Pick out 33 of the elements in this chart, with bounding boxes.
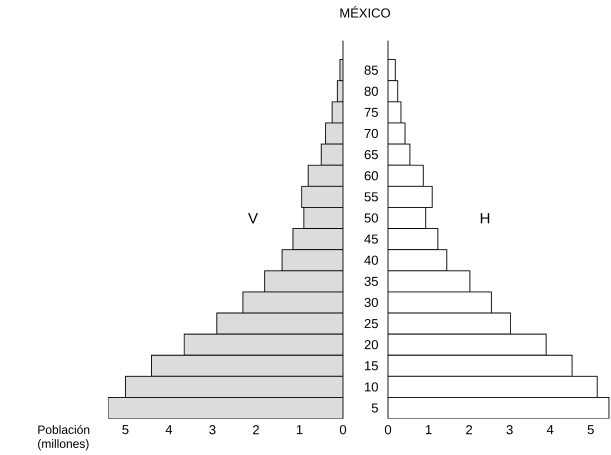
x-tick-label: 5 — [122, 425, 128, 434]
x-tick-label: 1 — [296, 425, 302, 434]
x-tick-label: 0 — [340, 425, 346, 434]
y-tick-label: 60 — [364, 171, 378, 181]
x-tick-label: 4 — [166, 425, 172, 434]
x-tick-label: 5 — [588, 425, 594, 434]
y-tick-label: 10 — [365, 382, 378, 392]
y-tick-label: 70 — [364, 129, 378, 138]
x-tick-label: 2 — [466, 425, 472, 434]
x-tick-label: 3 — [506, 425, 513, 434]
x-tick-label: 1 — [426, 425, 432, 434]
y-tick-label: 65 — [364, 150, 378, 160]
y-tick-label: 55 — [364, 192, 378, 202]
x-tick-label: 2 — [253, 425, 259, 434]
y-tick-label: 80 — [364, 86, 378, 96]
y-tick-label: 35 — [364, 276, 378, 286]
y-tick-label: 15 — [365, 361, 378, 370]
y-tick-label: 75 — [364, 108, 378, 118]
y-tick-label: 85 — [364, 66, 378, 75]
chart-title: MÉXICO — [340, 6, 390, 18]
y-tick-label: 25 — [364, 319, 378, 328]
x-tick-label: 0 — [384, 425, 392, 434]
y-tick-label: 5 — [372, 404, 378, 413]
y-tick-label: 20 — [364, 340, 378, 350]
annotation: H — [480, 213, 490, 224]
annotation: V — [248, 213, 258, 224]
y-tick-label: 45 — [364, 234, 378, 244]
y-tick-label: 30 — [364, 298, 378, 308]
y-tick-label: 50 — [364, 214, 378, 223]
x-axis-title: Población (millones) — [38, 425, 90, 450]
y-tick-label: 40 — [364, 256, 378, 265]
x-tick-label: 3 — [209, 425, 216, 434]
x-tick-label: 4 — [546, 425, 554, 434]
